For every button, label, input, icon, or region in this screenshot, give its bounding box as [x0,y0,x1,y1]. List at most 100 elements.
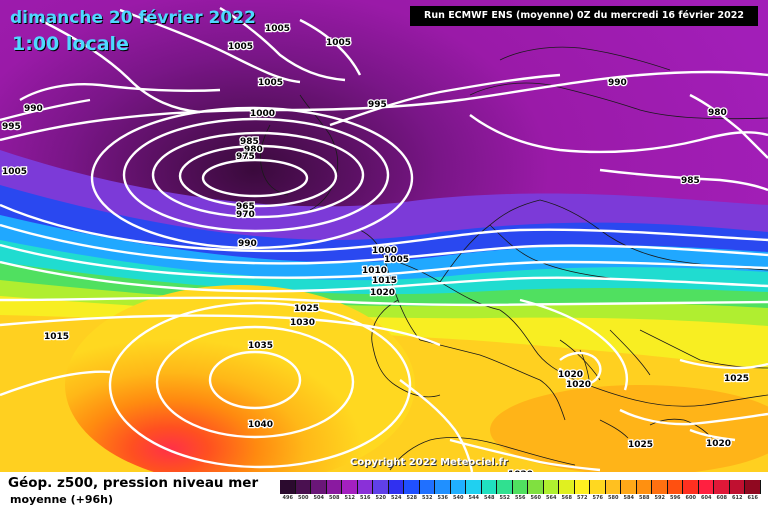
isobar-label: 1005 [265,24,290,34]
scale-label: 572 [577,495,588,501]
isobar-label: 975 [236,152,255,162]
scale-label: 536 [437,495,448,501]
isobar-label: 1015 [372,276,397,286]
scale-swatch [636,480,652,494]
scale-label: 520 [375,495,386,501]
scale-label: 592 [654,495,665,501]
scale-swatch [543,480,559,494]
scale-label: 552 [499,495,510,501]
scale-swatch [342,480,358,494]
scale-swatch [466,480,482,494]
isobar-label: 1020 [706,439,731,449]
isobar-label: 995 [368,100,387,110]
scale-swatch [357,480,373,494]
isobar-label: 1025 [294,304,319,314]
scale-swatch [729,480,745,494]
isobar-label: 1020 [558,370,583,380]
isobar-label: 990 [608,78,627,88]
isobar-label: 1030 [290,318,315,328]
orange-east [490,385,768,472]
model-run-info: Run ECMWF ENS (moyenne) 0Z du mercredi 1… [410,6,758,26]
isobar-label: 965 [236,202,255,212]
scale-swatch [528,480,544,494]
isobar-label: 1010 [362,266,387,276]
scale-swatch [652,480,668,494]
isobar-label: 1020 [508,470,533,472]
isobar-label: 1005 [258,78,283,88]
isobars [0,6,768,472]
scale-swatch [404,480,420,494]
scale-swatch [683,480,699,494]
scale-label: 560 [530,495,541,501]
scale-swatch [605,480,621,494]
isobar-label: 1005 [228,42,253,52]
forecast-date-title: dimanche 20 février 2022 [10,8,256,28]
scale-swatch [326,480,342,494]
scale-label: 556 [515,495,526,501]
scale-label: 512 [344,495,355,501]
scale-label: 604 [701,495,712,501]
isobar-label: 990 [238,239,257,249]
scale-swatch [590,480,606,494]
isobar-label: 980 [244,145,263,155]
scale-label: 516 [360,495,371,501]
scale-label: 504 [313,495,324,501]
scale-label: 588 [639,495,650,501]
isobar-label: 1000 [372,246,397,256]
scale-swatch [512,480,528,494]
scale-swatch [698,480,714,494]
isobar-label: 1035 [248,341,273,351]
isobar-label: 1020 [566,380,591,390]
scale-swatch [481,480,497,494]
scale-swatch [714,480,730,494]
scale-label: 544 [468,495,479,501]
scale-swatch [280,480,296,494]
scale-label: 600 [685,495,696,501]
scale-swatch [373,480,389,494]
scale-swatch [450,480,466,494]
isobar-label: 1025 [628,440,653,450]
scale-label: 548 [484,495,495,501]
scale-label: 584 [623,495,634,501]
forecast-time-title: 1:00 locale [12,33,129,55]
scale-swatch [745,480,761,494]
isobar-label: 980 [708,108,727,118]
isobar-label: 985 [240,137,259,147]
scale-label: 564 [546,495,557,501]
scale-label: 528 [406,495,417,501]
scale-label: 540 [453,495,464,501]
scale-label: 612 [732,495,743,501]
scale-swatch [435,480,451,494]
scale-swatch [667,480,683,494]
scale-label: 568 [561,495,572,501]
scale-label: 524 [391,495,402,501]
scale-label: 580 [608,495,619,501]
scale-label: 608 [716,495,727,501]
isobar-label: 1005 [326,38,351,48]
scale-label: 508 [329,495,340,501]
color-scale-labels: 496 500 504 508 512 516 520 524 528 532 536 540 544 5… [280,495,761,501]
scale-label: 496 [282,495,293,501]
isobar-label: 985 [681,176,700,186]
isobar-label: 1015 [44,332,69,342]
isobar-label: 1005 [384,255,409,265]
scale-label: 616 [747,495,758,501]
isobar-label: 990 [24,104,43,114]
copyright-text: Copyright 2022 Meteociel.fr [350,457,508,468]
scale-swatch [621,480,637,494]
isobar-label: 995 [2,122,21,132]
isobar-label: 1040 [248,420,273,430]
isobar-label: 1025 [724,374,749,384]
scale-label: 500 [298,495,309,501]
scale-label: 576 [592,495,603,501]
scale-label: 532 [422,495,433,501]
legend-title: Géop. z500, pression niveau mer [8,475,259,491]
scale-swatch [311,480,327,494]
color-scale: 496 500 504 508 512 516 520 524 528 532 536 540 544 5… [280,480,761,501]
legend-footer: Géop. z500, pression niveau mer moyenne … [0,472,768,512]
scale-swatch [497,480,513,494]
scale-swatch [419,480,435,494]
